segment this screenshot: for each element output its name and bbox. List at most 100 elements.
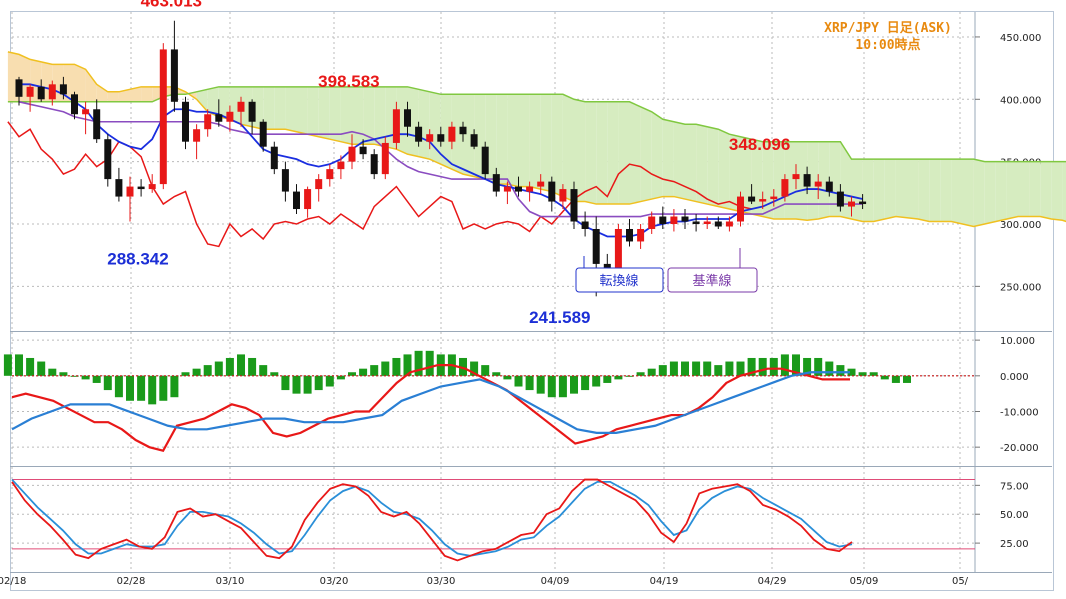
macd-histogram-bar <box>459 357 467 376</box>
macd-histogram-bar <box>758 357 767 376</box>
cloud-segment <box>895 159 907 218</box>
candle-body <box>226 111 234 122</box>
macd-histogram-bar <box>814 357 823 376</box>
x-tick-label: 05/ <box>952 576 969 587</box>
macd-histogram-bar <box>425 350 434 376</box>
macd-histogram-bar <box>3 354 12 376</box>
stoch-k-line <box>11 478 853 562</box>
candle-body <box>526 186 534 192</box>
macd-histogram-bar <box>114 375 123 398</box>
candle-body <box>470 134 478 147</box>
candle-body <box>481 146 489 175</box>
candle-body <box>381 142 389 175</box>
stoch-y-tick-label: 75.00 <box>1000 481 1029 492</box>
cloud-segment <box>929 159 941 222</box>
macd-histogram-bar <box>159 375 168 401</box>
macd-histogram-bar <box>525 375 534 391</box>
cloud-segment <box>651 111 663 200</box>
cloud-segment <box>840 141 852 220</box>
candle-body <box>848 201 855 207</box>
macd-histogram-bar <box>547 375 556 398</box>
senkou-span-b-line <box>7 86 1066 163</box>
cloud-segment <box>673 121 685 200</box>
candle-body <box>37 86 45 100</box>
cloud-segment <box>918 159 930 222</box>
price-annotation-label: 288.342 <box>107 250 168 269</box>
candle-body <box>548 181 556 202</box>
macd-histogram-bar <box>237 354 245 376</box>
cloud-segment <box>296 86 308 135</box>
x-tick-label: 04/09 <box>541 576 570 587</box>
cloud-segment <box>951 159 963 224</box>
macd-histogram-bar <box>270 372 279 376</box>
price-y-tick-label: 300.000 <box>1000 220 1041 231</box>
cloud-segment <box>540 94 552 192</box>
x-tick-label: 05/09 <box>850 576 879 587</box>
cloud-segment <box>562 94 574 202</box>
candle-body <box>626 228 633 242</box>
cloud-segment <box>1006 161 1018 220</box>
macd-histogram-bar <box>225 357 234 376</box>
candle-body <box>48 84 56 100</box>
macd-histogram-bar <box>614 375 623 380</box>
macd-histogram-bar <box>792 354 800 376</box>
macd-histogram-bar <box>703 361 712 376</box>
x-tick-label: 04/19 <box>650 576 679 587</box>
macd-line <box>11 364 850 453</box>
stoch-y-tick-label: 25.00 <box>1000 539 1029 550</box>
macd-histogram-bar <box>581 375 590 391</box>
macd-histogram-bar <box>370 365 379 376</box>
cloud-segment <box>307 86 319 137</box>
candle-body <box>770 196 778 200</box>
macd-histogram-bar <box>903 375 911 383</box>
macd-histogram-bar <box>481 365 490 376</box>
candle-body <box>15 79 23 97</box>
macd-histogram-bar <box>292 375 301 394</box>
chikou-span-line <box>7 121 752 248</box>
macd-histogram-bar <box>658 365 667 376</box>
tenkan-line <box>19 83 863 238</box>
candle-body <box>148 184 156 190</box>
senkou-span-a-line <box>7 51 1066 228</box>
cloud-segment <box>884 159 896 220</box>
macd-histogram-bar <box>747 357 756 376</box>
candle-body <box>326 169 334 180</box>
cloud-segment <box>629 101 641 205</box>
candle-body <box>459 126 467 135</box>
cloud-segment <box>85 69 97 102</box>
macd-histogram-bar <box>103 375 112 391</box>
cloud-segment <box>995 161 1007 222</box>
macd-histogram-bar <box>470 361 479 376</box>
candle-body <box>170 49 178 102</box>
macd-histogram-bar <box>403 354 412 376</box>
cloud-segment <box>707 126 719 207</box>
cloud-segment <box>1051 161 1063 221</box>
candle-body <box>803 174 811 187</box>
candle-body <box>503 186 511 192</box>
macd-histogram-bar <box>869 372 878 376</box>
macd-histogram-bar <box>714 365 723 376</box>
cloud-segment <box>518 94 530 187</box>
macd-histogram-bar <box>825 361 834 376</box>
macd-histogram-bar <box>669 361 678 376</box>
cloud-segment <box>574 99 586 202</box>
macd-histogram-bar <box>692 361 701 376</box>
macd-histogram-bar <box>281 375 290 391</box>
x-tick-label: 03/20 <box>320 576 349 587</box>
macd-histogram-bar <box>503 375 512 380</box>
macd-histogram-bar <box>325 375 334 387</box>
cloud-segment <box>607 101 619 205</box>
macd-histogram-bar <box>26 357 35 376</box>
chart-title: XRP/JPY 日足(ASK) <box>824 21 952 36</box>
candle-body <box>670 216 678 224</box>
candle-body <box>581 221 589 229</box>
candle-body <box>137 186 145 190</box>
stoch-y-tick-label: 50.00 <box>1000 510 1029 521</box>
macd-histogram-bar <box>592 375 601 387</box>
candle-body <box>703 221 711 224</box>
candle-body <box>681 216 689 222</box>
cloud-segment <box>618 101 630 205</box>
legend-kijun: 基準線 <box>667 248 758 293</box>
candle-body <box>748 196 756 202</box>
candle-body <box>404 109 411 127</box>
